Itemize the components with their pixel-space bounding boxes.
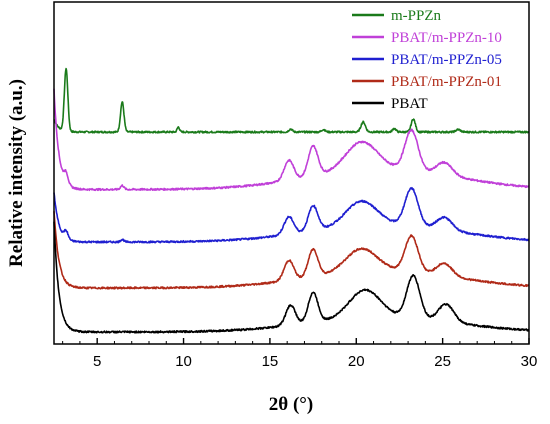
plot-frame: [53, 1, 530, 345]
legend-label-0: m-PPZn: [391, 8, 442, 24]
x-axis-ticks: 5 10 15 20 25 30: [62, 338, 538, 370]
series-line-2: [53, 186, 530, 244]
series-line-1: [53, 88, 530, 192]
x-tick-label-1: 10: [175, 353, 192, 370]
x-axis-title: 2θ (°): [269, 394, 313, 415]
legend: m-PPZn PBAT/m-PPZn-10 PBAT/m-PPZn-05 PBAT/m…: [352, 8, 502, 112]
x-tick-label-2: 15: [262, 353, 279, 370]
series-line-0: [53, 67, 530, 134]
legend-label-3: PBAT/m-PPZn-01: [391, 74, 502, 90]
x-tick-label-5: 30: [521, 353, 538, 370]
series-line-3: [53, 211, 530, 290]
series-line-4: [53, 221, 530, 334]
plot-area: [53, 67, 530, 334]
legend-label-2: PBAT/m-PPZn-05: [391, 52, 502, 68]
legend-label-1: PBAT/m-PPZn-10: [391, 30, 502, 46]
x-tick-label-4: 25: [434, 353, 451, 370]
x-tick-label-3: 20: [348, 353, 365, 370]
y-axis-title: Relative intensity (a.u.): [6, 79, 27, 267]
x-tick-label-0: 5: [93, 353, 101, 370]
legend-label-4: PBAT: [391, 96, 428, 112]
